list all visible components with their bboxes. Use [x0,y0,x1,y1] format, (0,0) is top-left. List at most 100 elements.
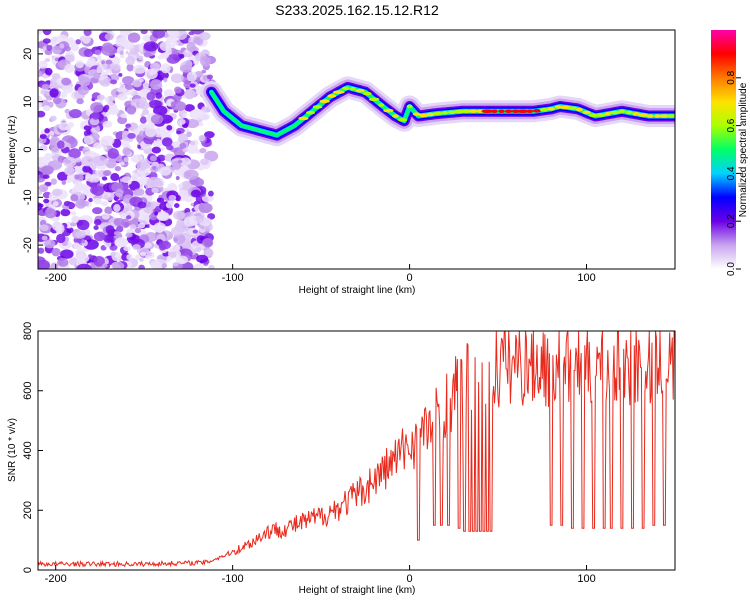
noise-blob [128,180,140,191]
colorbar-tick-label: 0.4 [726,166,737,180]
noise-blob [204,248,214,257]
noise-blob [169,251,177,258]
noise-blob [178,183,184,189]
noise-blob [96,94,105,101]
noise-blob [67,37,74,44]
x-tick-label: -200 [45,272,67,284]
noise-blob [110,79,118,85]
noise-blob [138,264,145,269]
noise-blob [190,189,202,198]
noise-blob [207,190,214,197]
noise-blob [104,206,113,215]
noise-blob [139,130,145,137]
noise-blob [74,180,82,187]
noise-blob [183,169,199,180]
noise-blob [63,156,77,168]
noise-blob [153,222,166,233]
noise-blob [198,134,206,142]
ridge-core [397,118,408,122]
noise-blob [102,78,109,84]
noise-blob [102,263,108,268]
noise-blob [144,126,157,138]
noise-blob [163,77,168,83]
noise-blob [201,105,211,113]
spectrogram-y-label: Frequency (Hz) [7,116,18,185]
noise-blob [105,225,115,235]
noise-blob [101,60,105,65]
ridge-core [362,91,372,96]
noise-blob [179,64,192,73]
noise-blob [181,262,194,269]
ridge-core [567,106,578,110]
noise-blob [171,245,181,252]
ridge-core [632,112,640,116]
noise-blob [142,109,150,116]
noise-blob [75,39,81,45]
noise-blob [126,63,134,72]
noise-blob [93,219,102,226]
noise-blob [112,261,125,269]
ridge-core [526,109,534,114]
ridge-core [305,110,315,115]
noise-blob [61,77,72,86]
noise-blob [84,173,94,182]
noise-blob [200,158,209,166]
noise-blob [165,201,174,209]
noise-blob [101,212,110,220]
noise-blob [121,75,135,85]
noise-blob [101,42,114,52]
noise-blob [206,74,213,80]
ridge-core [595,113,607,117]
noise-blob [82,184,91,191]
ridge-core [406,104,413,109]
noise-blob [207,213,216,220]
noise-blob [154,211,158,216]
noise-blob [92,155,108,167]
noise-blob [119,50,124,56]
noise-blob [125,232,133,238]
noise-blob [44,152,52,161]
noise-blob [139,251,147,257]
noise-blob [38,191,43,195]
ridge-core [516,109,529,114]
noise-blob [38,184,49,193]
noise-blob [97,54,102,60]
noise-blob [204,131,215,139]
noise-blob [155,92,163,99]
noise-blob [161,137,173,147]
noise-blob [168,194,177,201]
noise-blob [139,78,144,83]
noise-blob [177,118,186,125]
ridge-core [637,113,649,117]
colorbar-label: Normalized spectral amplitude [738,82,749,217]
noise-blob [148,99,162,109]
noise-blob [136,160,148,171]
noise-blob [201,69,207,74]
ridge-core [618,109,626,114]
noise-blob [121,218,130,229]
noise-blob [38,203,44,208]
noise-blob [83,135,94,145]
noise-blob [38,30,43,35]
noise-blob [174,86,182,94]
ridge-core [433,111,443,116]
noise-blob [68,257,79,266]
noise-blob [110,173,120,182]
noise-blob [176,130,182,135]
noise-blob [126,228,134,234]
noise-blob [106,192,111,197]
noise-blob [159,41,172,52]
snr-x-label: Height of straight line (km) [299,585,416,596]
noise-blob [126,253,133,261]
noise-blob [39,145,48,152]
noise-blob [38,157,43,162]
noise-blob [129,224,137,230]
noise-blob [114,166,122,172]
noise-blob [93,231,106,242]
noise-blob [137,201,147,209]
noise-blob [44,128,50,134]
noise-blob [188,31,195,36]
noise-blob [127,179,132,185]
noise-blob [119,178,124,183]
